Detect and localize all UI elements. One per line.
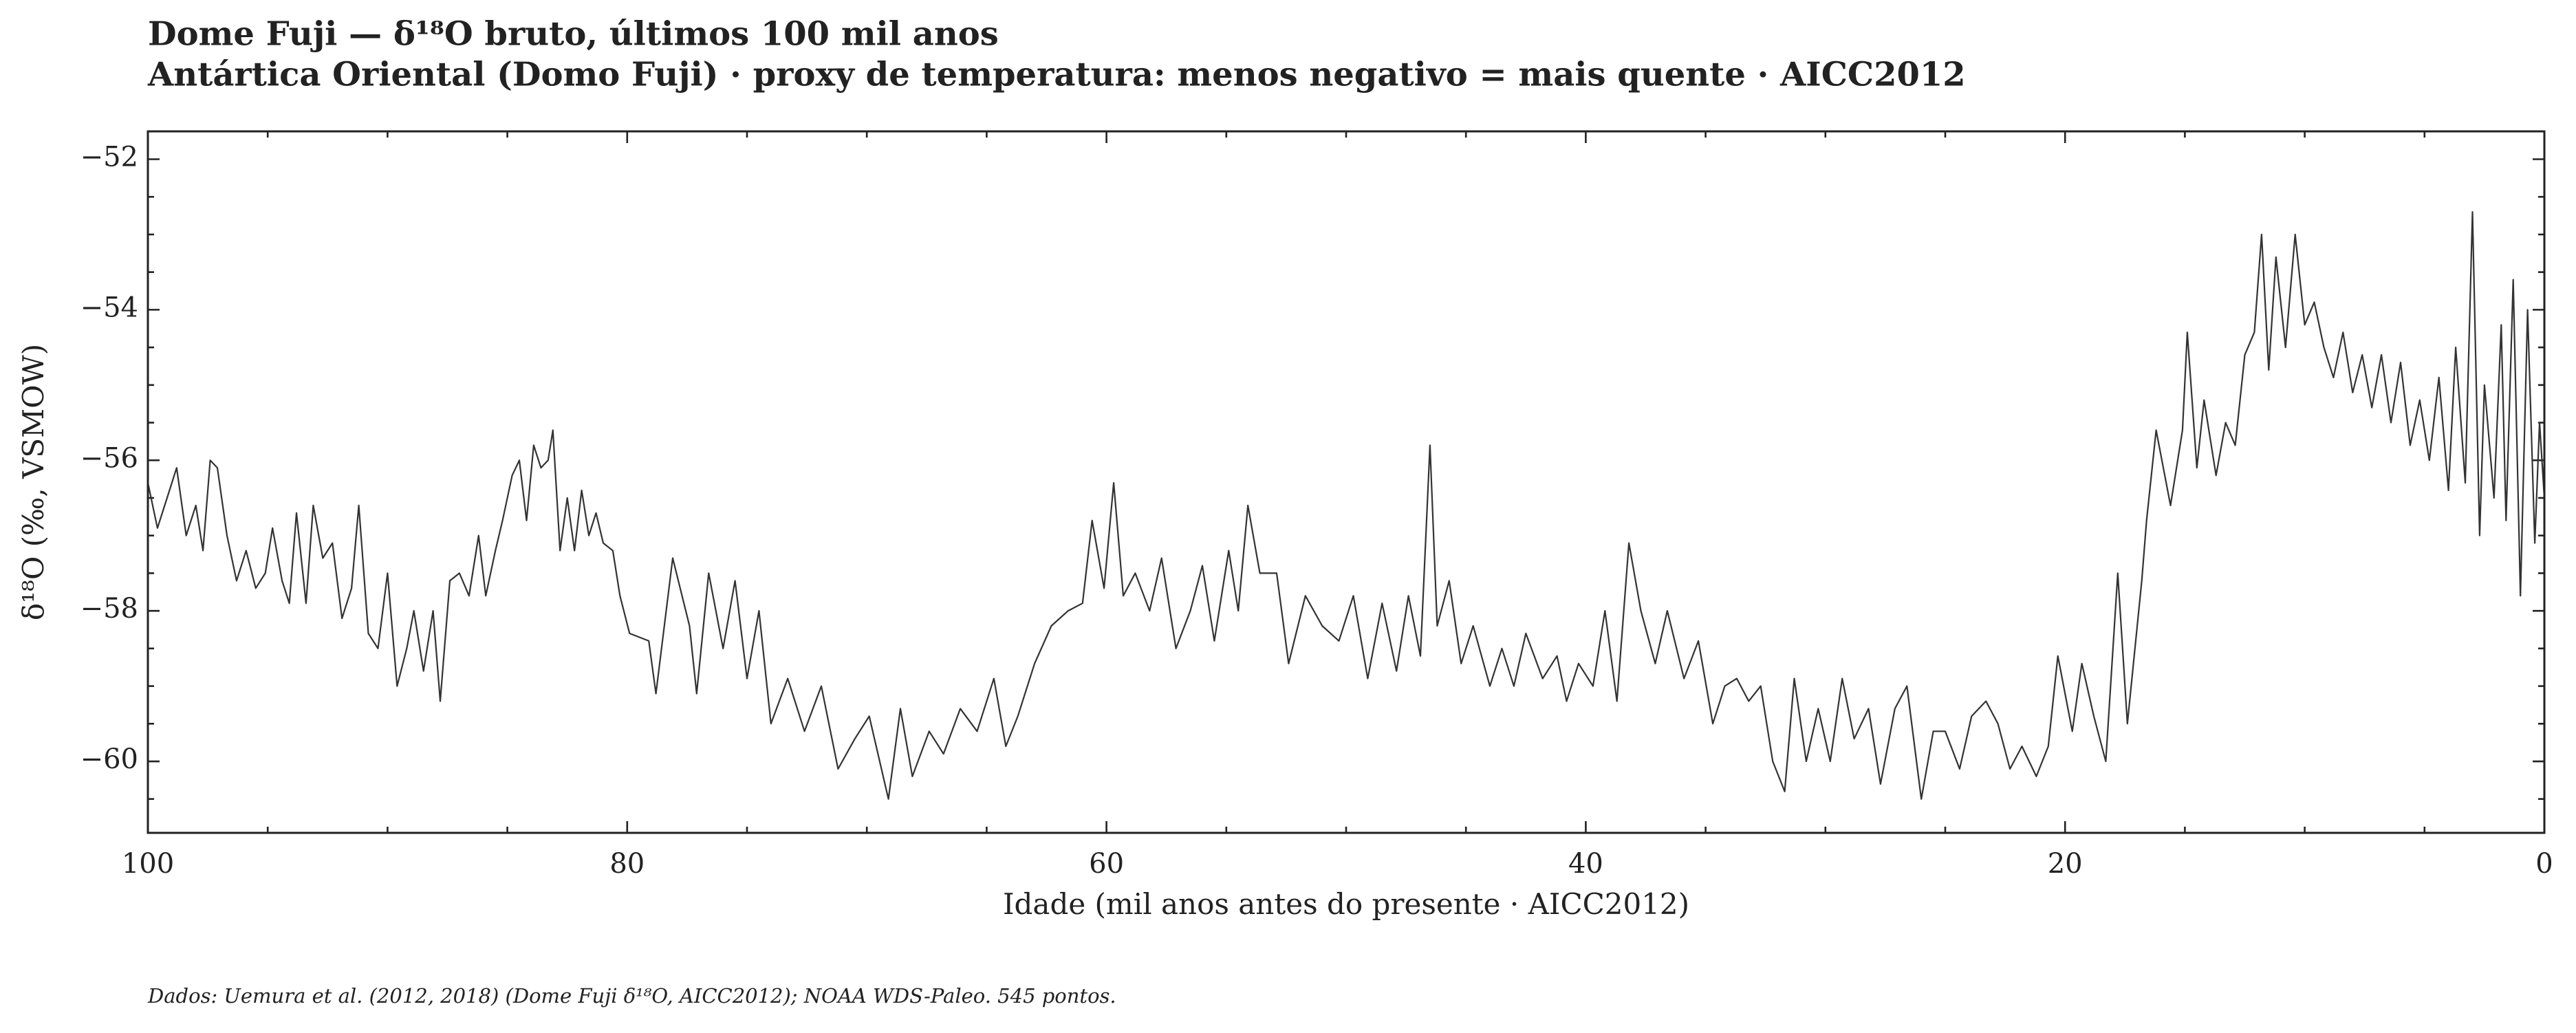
y-tick-label: −52 xyxy=(80,141,138,173)
plot-frame xyxy=(147,130,2546,834)
y-tick-label: −58 xyxy=(80,593,138,624)
chart-title: Dome Fuji — δ¹⁸O bruto, últimos 100 mil … xyxy=(148,15,999,54)
y-axis-label: δ¹⁸O (‰, VSMOW) xyxy=(17,344,50,620)
data-line xyxy=(147,211,2546,800)
y-tick-label: −54 xyxy=(80,292,138,323)
chart-subtitle: Antártica Oriental (Domo Fuji) · proxy d… xyxy=(147,56,1966,94)
x-tick-label: 0 xyxy=(2535,848,2553,880)
x-tick-label: 20 xyxy=(2048,848,2083,880)
y-tick-label: −56 xyxy=(80,442,138,474)
x-axis-label: Idade (mil anos antes do presente · AICC… xyxy=(1003,887,1689,921)
footnote: Dados: Uemura et al. (2012, 2018) (Dome … xyxy=(147,984,1116,1008)
x-tick-label: 40 xyxy=(1568,848,1603,880)
x-tick-label: 80 xyxy=(609,848,645,880)
x-tick-label: 100 xyxy=(122,848,174,880)
y-tick-label: −60 xyxy=(80,743,138,775)
x-tick-label: 60 xyxy=(1089,848,1124,880)
